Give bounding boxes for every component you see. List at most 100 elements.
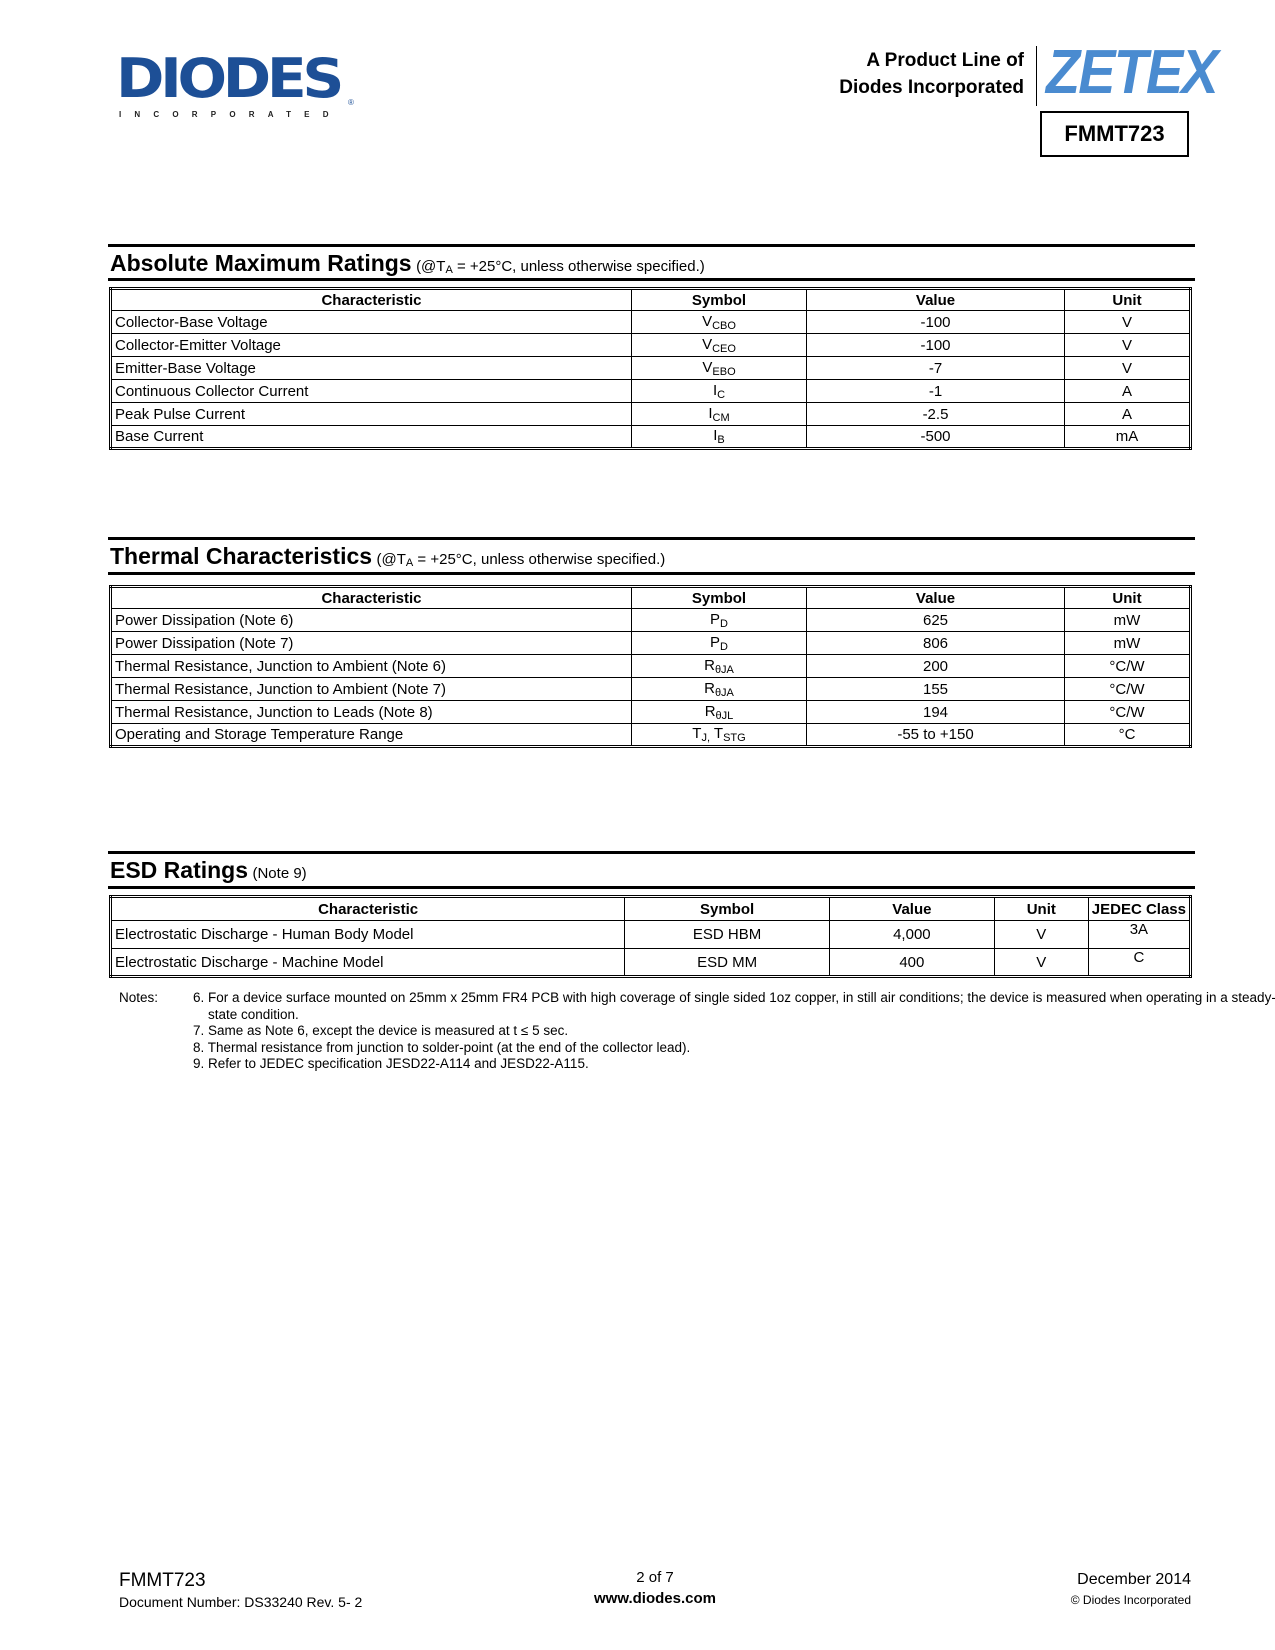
symbol-subscript: B: [717, 434, 725, 446]
jedec-cell: 3A: [1087, 920, 1192, 949]
table-row: Electrostatic Discharge - Machine Model E…: [109, 948, 1192, 977]
symbol: P: [710, 610, 721, 628]
table-row: Emitter-Base Voltage VEBO -7 V: [110, 356, 1191, 380]
symbol-subscript: EBO: [712, 365, 736, 378]
section-title: ESD Ratings: [110, 857, 249, 883]
thermal-characteristics-table: Characteristic Symbol Value Unit Power Dissi…: [109, 585, 1192, 748]
table-row: Collector-Emitter Voltage VCEO -100 V: [110, 333, 1191, 357]
footer-website[interactable]: www.diodes.com: [594, 1590, 716, 1607]
column-header: Value: [806, 288, 1065, 311]
unit-cell: A: [1064, 402, 1191, 426]
symbol-cell: IB: [631, 425, 807, 449]
section-heading: ESD Ratings (Note 9): [110, 857, 307, 884]
symbol-cell: ESD HBM: [624, 920, 830, 949]
footer-page-number: 2 of 7: [636, 1569, 674, 1586]
product-line-company: Diodes Incorporated: [839, 77, 1024, 98]
symbol: V: [702, 312, 713, 330]
unit-cell: V: [993, 948, 1089, 977]
footer-document-number: Document Number: DS33240 Rev. 5- 2: [119, 1594, 363, 1610]
symbol: V: [702, 358, 713, 376]
section-rule-top: [108, 537, 1195, 540]
note-item: 6. For a device surface mounted on 25mm …: [193, 990, 1275, 1022]
value-cell: 155: [806, 677, 1065, 701]
section-condition: (@TA = +25°C, unless otherwise specified…: [416, 258, 705, 276]
table-header-row: Characteristic Symbol Value Unit: [110, 586, 1191, 609]
note-item: 9. Refer to JEDEC specification JESD22-A…: [193, 1056, 589, 1071]
value-cell: 4,000: [828, 920, 995, 949]
column-header: Unit: [1064, 288, 1191, 311]
section-title: Absolute Maximum Ratings: [110, 250, 412, 276]
characteristic-cell: Power Dissipation (Note 6): [110, 608, 632, 632]
table-header-row: Characteristic Symbol Value Unit: [110, 288, 1191, 311]
symbol-cell: VCEO: [631, 333, 807, 357]
characteristic-cell: Electrostatic Discharge - Human Body Mod…: [109, 920, 626, 949]
column-header: Characteristic: [110, 288, 632, 311]
footer-copyright: © Diodes Incorporated: [1070, 1593, 1191, 1607]
column-header: Characteristic: [110, 586, 632, 609]
column-header: Unit: [993, 896, 1089, 921]
table-row: Base Current IB -500 mA: [110, 425, 1191, 449]
unit-cell: A: [1064, 379, 1191, 403]
footer-part-number: FMMT723: [119, 1570, 206, 1591]
value-cell: -1: [806, 379, 1065, 403]
section-rule-bottom: [108, 572, 1195, 575]
header-divider: [1036, 46, 1037, 106]
value-cell: -7: [806, 356, 1065, 380]
characteristic-cell: Power Dissipation (Note 7): [110, 631, 632, 655]
symbol-cell: RθJA: [631, 654, 807, 678]
symbol-subscript: D: [720, 640, 728, 653]
characteristic-cell: Base Current: [110, 425, 632, 449]
diodes-logo-subtext: INCORPORATED: [119, 110, 342, 119]
table-row: Operating and Storage Temperature Range T…: [110, 723, 1191, 747]
section-rule-top: [108, 851, 1195, 854]
characteristic-cell: Operating and Storage Temperature Range: [110, 723, 632, 747]
column-header: Symbol: [631, 586, 807, 609]
unit-cell: V: [1064, 333, 1191, 357]
symbol-subscript: D: [720, 617, 728, 630]
table-row: Peak Pulse Current ICM -2.5 A: [110, 402, 1191, 426]
characteristic-cell: Thermal Resistance, Junction to Ambient …: [110, 677, 632, 701]
symbol-subscript: J,: [701, 732, 711, 744]
table-row: Thermal Resistance, Junction to Ambient …: [110, 677, 1191, 701]
section-title: Thermal Characteristics: [110, 543, 373, 569]
symbol: I: [713, 427, 718, 444]
symbol: T: [692, 725, 702, 742]
column-header: Characteristic: [109, 896, 626, 921]
table-header-row: Characteristic Symbol Value Unit JEDEC Class: [109, 896, 1192, 921]
product-line-text: A Product Line of: [866, 50, 1024, 71]
unit-cell: °C: [1064, 723, 1191, 747]
unit-cell: °C/W: [1064, 677, 1191, 701]
symbol-cell: ICM: [631, 402, 807, 426]
column-header: Value: [828, 896, 995, 921]
note-item: 8. Thermal resistance from junction to s…: [193, 1039, 691, 1055]
symbol-subscript: θJA: [714, 686, 734, 699]
jedec-cell: C: [1087, 948, 1192, 977]
characteristic-cell: Continuous Collector Current: [110, 379, 632, 403]
symbol-cell: PD: [631, 631, 807, 655]
symbol: T: [710, 725, 724, 742]
footer-date: December 2014: [1077, 1571, 1191, 1588]
absolute-maximum-ratings-table: Characteristic Symbol Value Unit Collector-B…: [109, 287, 1192, 450]
section-condition: (Note 9): [252, 865, 307, 882]
symbol-subscript: STG: [723, 732, 746, 744]
symbol-cell: IC: [631, 379, 807, 403]
symbol-cell: TJ, TSTG: [631, 723, 807, 747]
unit-cell: °C/W: [1064, 654, 1191, 678]
unit-cell: V: [993, 920, 1089, 949]
characteristic-cell: Emitter-Base Voltage: [110, 356, 632, 380]
value-cell: 625: [806, 608, 1065, 632]
unit-cell: V: [1064, 310, 1191, 334]
unit-cell: V: [1064, 356, 1191, 380]
column-header: JEDEC Class: [1087, 896, 1192, 921]
symbol-cell: ESD MM: [624, 948, 830, 977]
symbol-subscript: θJA: [714, 663, 734, 676]
symbol: I: [712, 381, 718, 399]
column-header: Symbol: [631, 288, 807, 311]
characteristic-cell: Collector-Emitter Voltage: [110, 333, 632, 357]
symbol-subscript: θJL: [715, 709, 734, 722]
value-cell: -55 to +150: [806, 723, 1065, 747]
symbol: R: [704, 656, 715, 674]
note-item: 7. Same as Note 6, except the device is …: [193, 1023, 569, 1038]
section-condition: (@TA = +25°C, unless otherwise specified…: [376, 551, 666, 569]
value-cell: -100: [806, 310, 1065, 334]
